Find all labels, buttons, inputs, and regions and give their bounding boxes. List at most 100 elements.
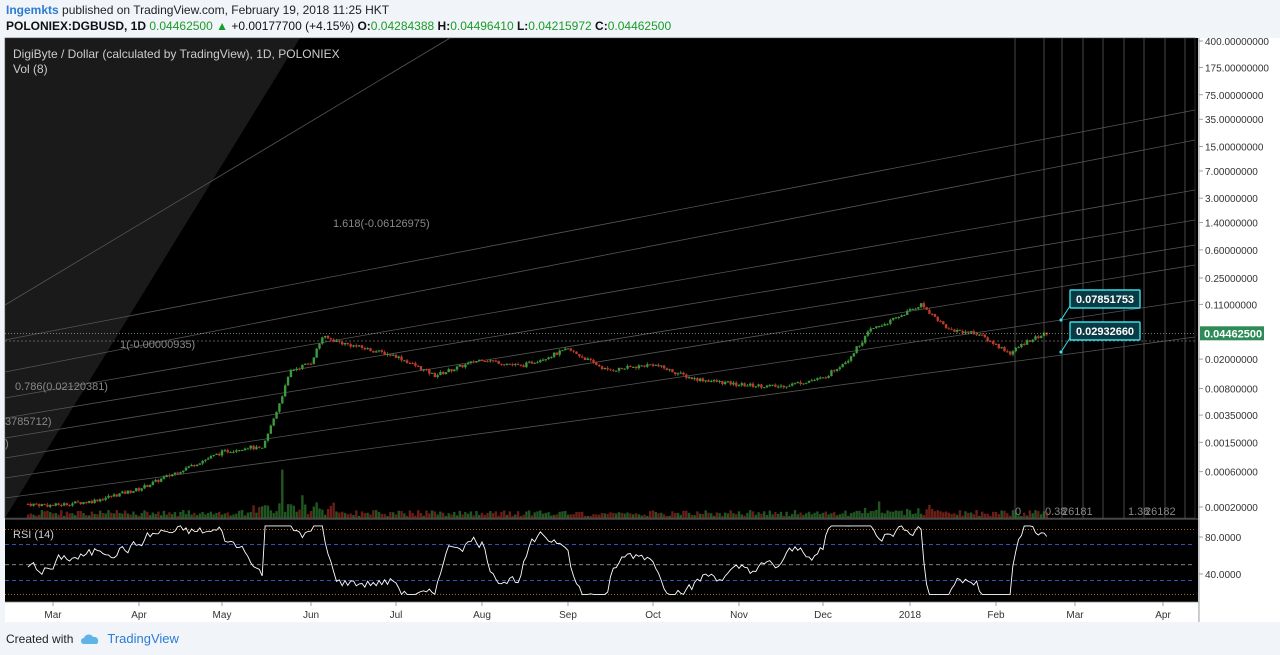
price-tick-label: 400.00000000 xyxy=(1205,37,1269,48)
candle-body xyxy=(637,365,641,369)
candle-body xyxy=(137,488,141,491)
candle-body xyxy=(209,456,213,459)
candle-body xyxy=(283,385,287,397)
candle-body xyxy=(718,380,721,382)
candle-body xyxy=(340,341,344,345)
candle-body xyxy=(312,357,316,364)
volume-bar xyxy=(992,511,995,518)
callout-anchor xyxy=(1059,318,1063,322)
candle-body xyxy=(76,501,80,503)
candle-body xyxy=(841,364,844,368)
candle-body xyxy=(989,341,992,343)
candle-body xyxy=(877,326,881,328)
volume-bar xyxy=(749,510,752,518)
candle-body xyxy=(357,345,361,347)
candle-body xyxy=(489,360,492,362)
volume-bar xyxy=(478,514,481,518)
candle-body xyxy=(643,365,646,367)
candle-body xyxy=(123,491,127,494)
candle-body xyxy=(944,324,948,329)
time-tick-label: Apr xyxy=(1155,610,1171,621)
candle-body xyxy=(908,309,912,311)
candle-body xyxy=(614,370,618,372)
volume-bar xyxy=(472,515,475,518)
candle-body xyxy=(544,359,548,361)
candle-body xyxy=(726,381,730,383)
volume-bar xyxy=(539,510,542,518)
candle-body xyxy=(964,331,967,334)
volume-bar xyxy=(994,511,998,518)
candle-body xyxy=(433,372,437,378)
candle-body xyxy=(1042,332,1046,336)
volume-bar xyxy=(533,512,536,518)
volume-bar xyxy=(1017,515,1020,518)
candle-body xyxy=(760,384,763,388)
volume-bar xyxy=(343,512,347,518)
candle-body xyxy=(71,503,74,506)
candle-body xyxy=(281,396,284,404)
candle-body xyxy=(514,364,517,366)
candle-body xyxy=(272,418,275,426)
candle-body xyxy=(891,318,895,320)
candle-body xyxy=(453,369,456,372)
candle-body xyxy=(226,450,229,453)
candle-body xyxy=(631,366,635,368)
candle-body xyxy=(329,338,333,340)
candle-body xyxy=(135,488,138,492)
candle-body xyxy=(561,350,564,352)
tradingview-link[interactable]: TradingView xyxy=(107,631,179,646)
price-chart[interactable]: 1.618(-0.06126975) 1(-0.00000935) 0.786(0.… xyxy=(0,37,1280,625)
volume-bar xyxy=(889,511,892,518)
price-tick-label: 15.00000000 xyxy=(1205,142,1264,153)
candle-body xyxy=(238,450,241,452)
callout-box xyxy=(1069,321,1141,341)
volume-bar xyxy=(455,515,459,518)
candle-body xyxy=(326,335,330,339)
candle-body xyxy=(1011,351,1015,355)
candle-body xyxy=(43,504,46,506)
price-tick-label: 0.00060000 xyxy=(1205,468,1258,479)
candle-body xyxy=(917,307,920,309)
volume-bar xyxy=(260,506,264,518)
volume-bar xyxy=(922,514,926,518)
price-tick-label: 0.02000000 xyxy=(1205,355,1258,366)
volume-bar xyxy=(428,513,431,518)
candle-body xyxy=(73,501,77,504)
volume-bar xyxy=(281,469,284,518)
candle-body xyxy=(223,450,227,452)
candle-body xyxy=(235,450,238,452)
volume-bar xyxy=(157,511,160,518)
volume-bar xyxy=(226,512,229,518)
candle-body xyxy=(701,378,705,382)
volume-bar xyxy=(68,513,71,518)
author-link[interactable]: Ingemkts xyxy=(6,3,59,17)
candle-body xyxy=(855,346,858,354)
candle-body xyxy=(651,364,655,366)
candle-body xyxy=(436,375,439,378)
volume-bar xyxy=(777,513,780,518)
candle-body xyxy=(754,386,757,388)
candle-body xyxy=(461,365,464,368)
candle-body xyxy=(352,345,355,347)
volume-bar xyxy=(123,510,127,518)
candle-body xyxy=(380,350,384,352)
volume-bar xyxy=(176,515,179,518)
candle-body xyxy=(112,494,116,497)
volume-bar xyxy=(326,508,330,518)
candle-body xyxy=(961,330,964,334)
candle-body xyxy=(159,478,163,482)
volume-bar xyxy=(961,515,964,518)
time-tick-label: Aug xyxy=(473,610,491,621)
candle-body xyxy=(472,361,475,363)
candle-body xyxy=(502,364,506,366)
candle-body xyxy=(914,308,917,310)
candle-body xyxy=(198,463,202,465)
candle-body xyxy=(900,315,903,318)
candle-body xyxy=(844,362,847,365)
candle-body xyxy=(79,502,82,505)
candle-body xyxy=(171,474,174,477)
volume-bar xyxy=(911,513,914,518)
high-label: H: xyxy=(437,19,451,33)
candle-body xyxy=(569,348,573,351)
volume-bar xyxy=(340,511,344,518)
